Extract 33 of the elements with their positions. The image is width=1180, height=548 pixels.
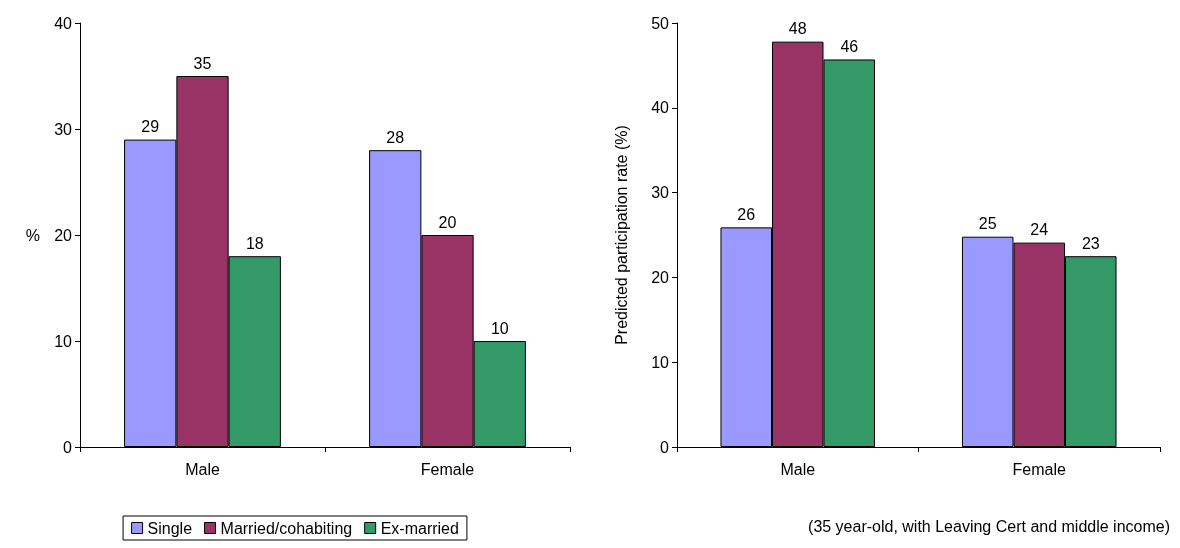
y-tick-label: 10 <box>54 332 73 350</box>
legend-label: Ex-married <box>380 519 459 537</box>
y-tick-label: 30 <box>54 120 73 138</box>
y-tick-label: 0 <box>660 438 670 456</box>
x-tick-label: Male <box>185 460 220 478</box>
x-tick-label: Male <box>780 460 816 478</box>
data-label: 25 <box>978 215 997 233</box>
y-tick-label: 20 <box>651 268 670 286</box>
y-tick-label: 40 <box>54 14 73 32</box>
x-tick-label: Female <box>1012 460 1067 478</box>
text: (35 year-old, with Leaving Cert and middle income) <box>808 517 1170 535</box>
data-label: 35 <box>193 54 212 72</box>
data-label: 29 <box>141 118 160 136</box>
data-label: 18 <box>245 234 264 252</box>
y-tick-label: 50 <box>651 14 670 32</box>
data-label: 26 <box>737 205 756 223</box>
data-label: 24 <box>1030 221 1049 239</box>
y-tick-label: 30 <box>651 184 670 202</box>
legend-label: Single <box>147 519 193 537</box>
data-label: 23 <box>1081 234 1100 252</box>
y-axis-title: Predicted participation rate (%) <box>612 125 630 345</box>
y-tick-label: 0 <box>63 438 73 456</box>
data-label: 20 <box>438 213 457 231</box>
data-label: 28 <box>386 128 405 146</box>
y-tick-label: 40 <box>651 99 670 117</box>
y-axis-title: % <box>25 226 40 244</box>
data-label: 46 <box>840 37 859 55</box>
data-label: 48 <box>788 20 807 38</box>
x-tick-label: Female <box>420 460 475 478</box>
data-label: 10 <box>490 319 509 337</box>
y-tick-label: 10 <box>651 353 670 371</box>
y-tick-label: 20 <box>54 226 73 244</box>
legend-label: Married/cohabiting <box>220 519 353 537</box>
